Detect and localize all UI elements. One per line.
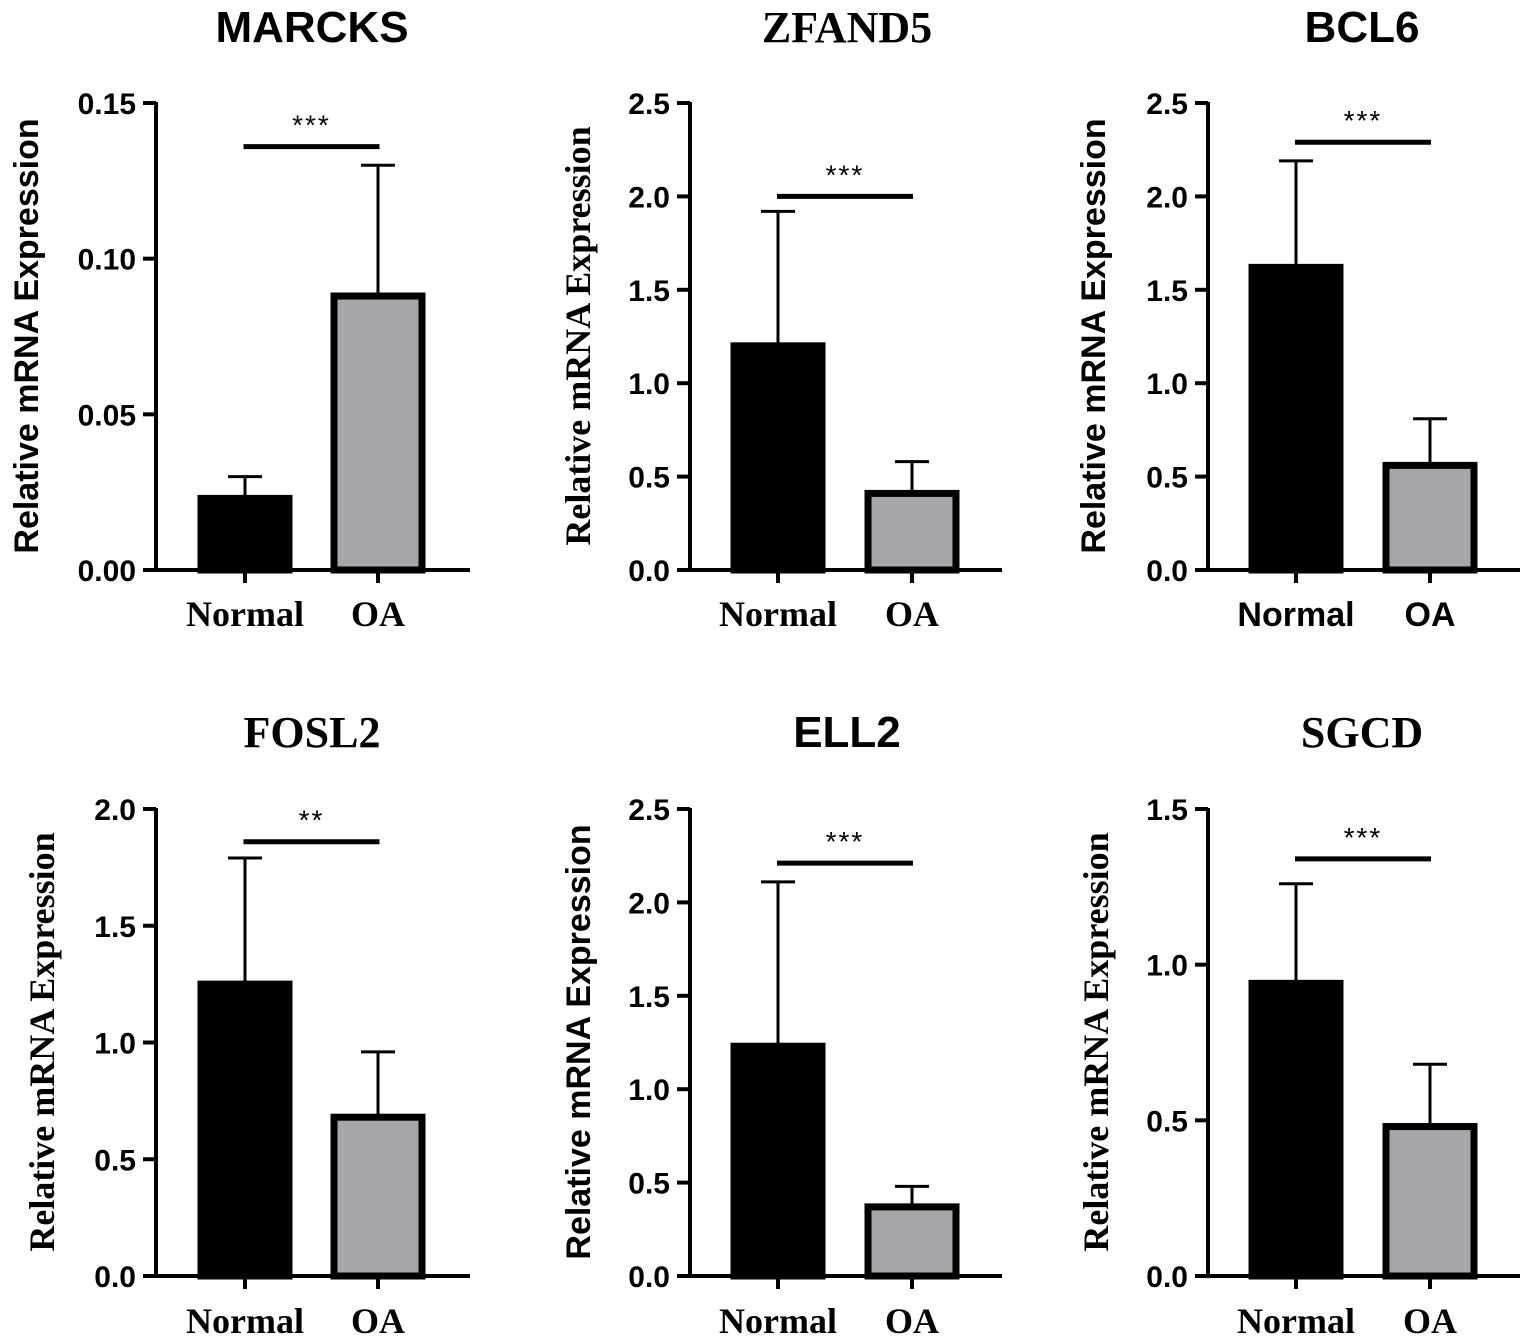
x-tick-label-normal: Normal	[719, 1301, 837, 1341]
bar-oa	[864, 1203, 960, 1280]
y-axis-label: Relative mRNA Expression	[1076, 832, 1116, 1251]
x-tick-label-oa: OA	[885, 594, 939, 634]
y-tick-label: 0.5	[1146, 462, 1188, 495]
y-tick-label: 0.0	[94, 1261, 136, 1294]
bar-normal	[197, 980, 293, 1280]
significance-label: **	[299, 805, 325, 836]
chart-title: ZFAND5	[762, 3, 932, 52]
significance-label: ***	[1344, 822, 1383, 853]
y-tick-label: 1.5	[1146, 794, 1188, 827]
bar-normal	[1248, 263, 1344, 574]
x-tick-label-oa: OA	[885, 1301, 939, 1341]
y-tick-label: 2.0	[628, 887, 670, 920]
x-tick-label-oa: OA	[351, 594, 405, 634]
bar-normal	[197, 494, 293, 574]
y-tick-label: 1.0	[1146, 368, 1188, 401]
y-tick-label: 0.15	[78, 88, 136, 121]
y-axis-label: Relative mRNA Expression	[1075, 118, 1113, 553]
x-tick-label-oa: OA	[1405, 596, 1456, 634]
bar-oa	[1382, 461, 1478, 574]
x-tick-label-oa: OA	[351, 1301, 405, 1341]
bar-normal	[730, 1042, 826, 1280]
y-tick-label: 2.0	[1146, 181, 1188, 214]
panel-bcl6: BCL6 Relative mRNA Expression 0.0 0.5 1.0 1.5…	[1075, 3, 1520, 634]
significance-label: ***	[1344, 105, 1383, 136]
y-tick-label: 0.5	[628, 462, 670, 495]
x-tick-label-normal: Normal	[1237, 596, 1354, 634]
y-axis-label: Relative mRNA Expression	[22, 832, 62, 1251]
y-axis-label: Relative mRNA Expression	[560, 824, 598, 1259]
chart-title: SGCD	[1301, 708, 1423, 757]
bar-oa	[330, 1113, 426, 1280]
y-tick-label: 2.5	[1146, 88, 1188, 121]
y-tick-label: 0.0	[628, 1261, 670, 1294]
y-tick-label: 2.0	[628, 181, 670, 214]
y-tick-label: 0.05	[78, 399, 136, 432]
x-tick-label-oa: OA	[1403, 1301, 1457, 1341]
y-tick-label: 0.0	[1146, 1261, 1188, 1294]
y-tick-label: 1.0	[628, 368, 670, 401]
y-tick-label: 1.5	[628, 275, 670, 308]
x-tick-label-normal: Normal	[186, 594, 304, 634]
panel-sgcd: SGCD Relative mRNA Expression 0.0 0.5 1.0 1.5…	[1076, 708, 1520, 1341]
panel-zfand5: ZFAND5 Relative mRNA Expression 0.0 0.5 1.0 1…	[558, 3, 1002, 634]
y-tick-label: 2.5	[628, 88, 670, 121]
significance-label: ***	[826, 826, 865, 857]
y-tick-label: 0.00	[78, 555, 136, 588]
y-tick-label: 1.0	[628, 1074, 670, 1107]
bar-oa	[864, 489, 960, 574]
y-tick-label: 0.5	[628, 1168, 670, 1201]
y-axis-label: Relative mRNA Expression	[8, 118, 46, 553]
chart-title: ELL2	[793, 708, 901, 757]
y-tick-label: 2.0	[94, 794, 136, 827]
panel-marcks: MARCKS Relative mRNA Expression 0.00 0.05 0.…	[8, 3, 470, 634]
y-tick-label: 1.0	[94, 1028, 136, 1061]
y-tick-label: 0.0	[628, 555, 670, 588]
chart-title: FOSL2	[244, 708, 381, 757]
panel-ell2: ELL2 Relative mRNA Expression 0.0 0.5 1.0 1.5…	[560, 708, 1002, 1341]
bar-normal	[730, 342, 826, 574]
x-tick-label-normal: Normal	[186, 1301, 304, 1341]
y-tick-label: 0.0	[1146, 555, 1188, 588]
y-tick-label: 1.0	[1146, 950, 1188, 983]
significance-label: ***	[292, 110, 331, 141]
x-tick-label-normal: Normal	[719, 594, 837, 634]
chart-title: BCL6	[1305, 3, 1420, 52]
bar-oa	[1382, 1123, 1478, 1280]
chart-title: MARCKS	[215, 3, 408, 52]
y-tick-label: 1.5	[94, 911, 136, 944]
y-tick-label: 0.10	[78, 244, 136, 277]
x-tick-label-normal: Normal	[1237, 1301, 1355, 1341]
y-tick-label: 2.5	[628, 794, 670, 827]
significance-label: ***	[826, 159, 865, 190]
y-axis-label: Relative mRNA Expression	[558, 126, 598, 545]
bar-oa	[330, 292, 426, 574]
y-tick-label: 0.5	[1146, 1105, 1188, 1138]
bar-normal	[1248, 979, 1344, 1280]
y-tick-label: 1.5	[1146, 275, 1188, 308]
panel-fosl2: FOSL2 Relative mRNA Expression 0.0 0.5 1.0 1.…	[22, 708, 470, 1341]
y-tick-label: 0.5	[94, 1144, 136, 1177]
y-tick-label: 1.5	[628, 981, 670, 1014]
